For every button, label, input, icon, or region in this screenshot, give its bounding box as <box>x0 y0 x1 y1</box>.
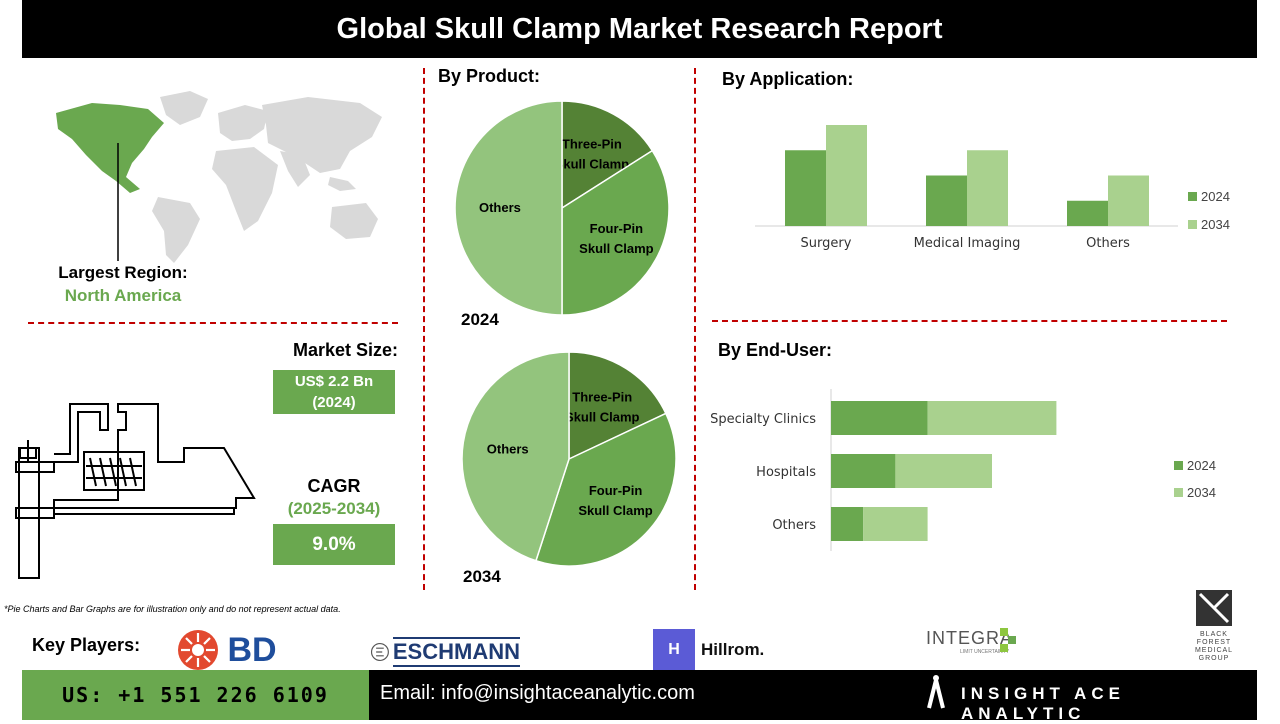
cagr-label: CAGR <box>307 476 361 496</box>
end-user-legend-swatch-2034 <box>1174 488 1183 497</box>
pie-slice-four-pin-skull-clamp-label: Four-Pin Skull Clamp <box>579 221 653 256</box>
end-user-bar-hospitals-2024 <box>831 454 896 488</box>
divider-application <box>712 320 1227 322</box>
application-legend-label: 2024 <box>1201 189 1230 204</box>
pie-slice-others-label: Others <box>479 200 521 215</box>
disclaimer: *Pie Charts and Bar Graphs are for illus… <box>4 604 341 614</box>
blackforest-line-2: FOREST <box>1196 639 1232 646</box>
by-application-heading: By Application: <box>722 69 854 89</box>
pie-slice-others-label: Others <box>487 441 529 456</box>
end-user-bar-chart: Specialty Clinics Hospitals Others 2024 2034 <box>710 389 1216 551</box>
pie-2034-year: 2034 <box>463 567 501 586</box>
market-size-label: Market Size: <box>292 340 398 360</box>
insight-ace-mark-icon <box>927 675 945 709</box>
by-end-user-heading: By End-User: <box>718 340 833 360</box>
application-category-label: Medical Imaging <box>914 236 1021 251</box>
end-user-category-label: Hospitals <box>756 465 816 480</box>
hillrom-square-icon: H <box>653 629 695 671</box>
pie-slice-three-pin-skull-clamp-label: Three-Pin Skull Clamp <box>565 390 639 425</box>
divider-right <box>694 68 696 590</box>
pie-slice-three-pin-skull-clamp-label: Three-Pin Skull Clamp <box>555 137 629 172</box>
integra-blocks-icon <box>1000 628 1016 652</box>
end-user-legend-label: 2024 <box>1187 458 1216 473</box>
application-bar-medical-imaging-2034 <box>967 150 1008 226</box>
eschmann-logo-text: ESCHMANN <box>392 637 520 667</box>
market-size-value: US$ 2.2 Bn (2024) <box>273 370 395 414</box>
blackforest-emblem-icon <box>1196 590 1232 626</box>
blackforest-line-3: MEDICAL <box>1194 647 1234 654</box>
market-size-year: (2024) <box>312 394 356 411</box>
end-user-bar-hospitals-2034 <box>895 454 992 488</box>
pie-slice-three-pin-skull-clamp <box>568 351 667 461</box>
application-bar-surgery-2034 <box>826 125 867 226</box>
footer-phone: US: +1 551 226 6109 <box>22 670 369 720</box>
eschmann-emblem-icon <box>370 643 389 661</box>
blackforest-line-1: BLACK <box>1200 631 1228 638</box>
divider-region <box>28 322 398 324</box>
world-map <box>56 91 382 263</box>
largest-region-label: Largest Region: <box>58 263 188 282</box>
bd-logo-text: BD <box>227 630 277 669</box>
blackforest-logo: BLACK FOREST MEDICAL GROUP <box>1192 590 1236 663</box>
end-user-category-label: Others <box>772 518 816 533</box>
skull-clamp-icon <box>15 403 256 579</box>
blackforest-line-4: GROUP <box>1198 655 1230 662</box>
application-bar-medical-imaging-2024 <box>926 175 967 226</box>
pie-2024-year: 2024 <box>461 310 499 329</box>
footer-brand: INSIGHT ACE ANALYTIC <box>961 684 1125 723</box>
largest-region: Largest Region: North America <box>28 263 218 306</box>
hillrom-logo-text: Hillrom. <box>701 640 765 659</box>
bd-sunburst-icon <box>178 630 219 670</box>
pie-slice-four-pin-skull-clamp-label: Four-Pin Skull Clamp <box>578 483 652 518</box>
end-user-bar-specialty-clinics-2024 <box>831 401 928 435</box>
map-continents <box>152 91 382 263</box>
application-legend-swatch-2024 <box>1188 192 1197 201</box>
pie-slice-four-pin-skull-clamp <box>561 149 670 316</box>
integra-logo-text: INTEGRA <box>926 628 1014 648</box>
blackforest-text: BLACK FOREST MEDICAL GROUP <box>1192 631 1236 663</box>
pie-slice-others <box>454 100 563 316</box>
end-user-bar-specialty-clinics-2034 <box>927 401 1057 435</box>
hillrom-logo: H Hillrom. <box>653 629 773 671</box>
largest-region-value: North America <box>64 286 182 305</box>
by-product-heading: By Product: <box>438 66 541 86</box>
application-legend-label: 2034 <box>1201 217 1230 232</box>
pie-chart-2024: Three-Pin Skull Clamp Four-Pin Skull Clamp O… <box>454 100 670 316</box>
application-category-label: Surgery <box>801 236 852 251</box>
end-user-bar-others-2034 <box>863 507 928 541</box>
key-players-label: Key Players: <box>32 635 141 655</box>
application-bar-others-2034 <box>1108 175 1149 226</box>
cagr-value: 9.0% <box>273 524 395 565</box>
page-title: Global Skull Clamp Market Research Repor… <box>22 0 1257 58</box>
market-size-amount: US$ 2.2 Bn <box>294 373 374 390</box>
pie-slice-three-pin-skull-clamp <box>561 100 654 210</box>
application-bar-chart: Surgery Medical Imaging Others 2024 2034 <box>755 125 1230 251</box>
footer-bar: Email: info@insightaceanalytic.com INSIG… <box>369 670 1257 723</box>
integra-logo: INTEGRA LIMIT UNCERTAINTY <box>926 628 1026 668</box>
footer-email: Email: info@insightaceanalytic.com <box>380 682 695 704</box>
application-bar-others-2024 <box>1067 200 1108 226</box>
divider-left <box>423 68 425 590</box>
north-america-highlight <box>56 103 164 193</box>
application-category-label: Others <box>1086 236 1130 251</box>
application-bar-surgery-2024 <box>785 150 826 226</box>
bd-logo: BD <box>172 628 282 672</box>
integra-tagline: LIMIT UNCERTAINTY <box>960 649 1010 655</box>
eschmann-logo: ESCHMANN <box>370 636 520 668</box>
pie-slice-four-pin-skull-clamp <box>534 412 677 567</box>
end-user-legend-swatch-2024 <box>1174 461 1183 470</box>
end-user-legend-label: 2034 <box>1187 485 1216 500</box>
pie-chart-2034: Three-Pin Skull Clamp Four-Pin Skull Clamp O… <box>461 351 677 567</box>
cagr-period: (2025-2034) <box>287 499 381 518</box>
end-user-bar-others-2024 <box>831 507 864 541</box>
end-user-category-label: Specialty Clinics <box>710 412 816 427</box>
application-legend-swatch-2034 <box>1188 220 1197 229</box>
pie-slice-others <box>461 351 570 562</box>
